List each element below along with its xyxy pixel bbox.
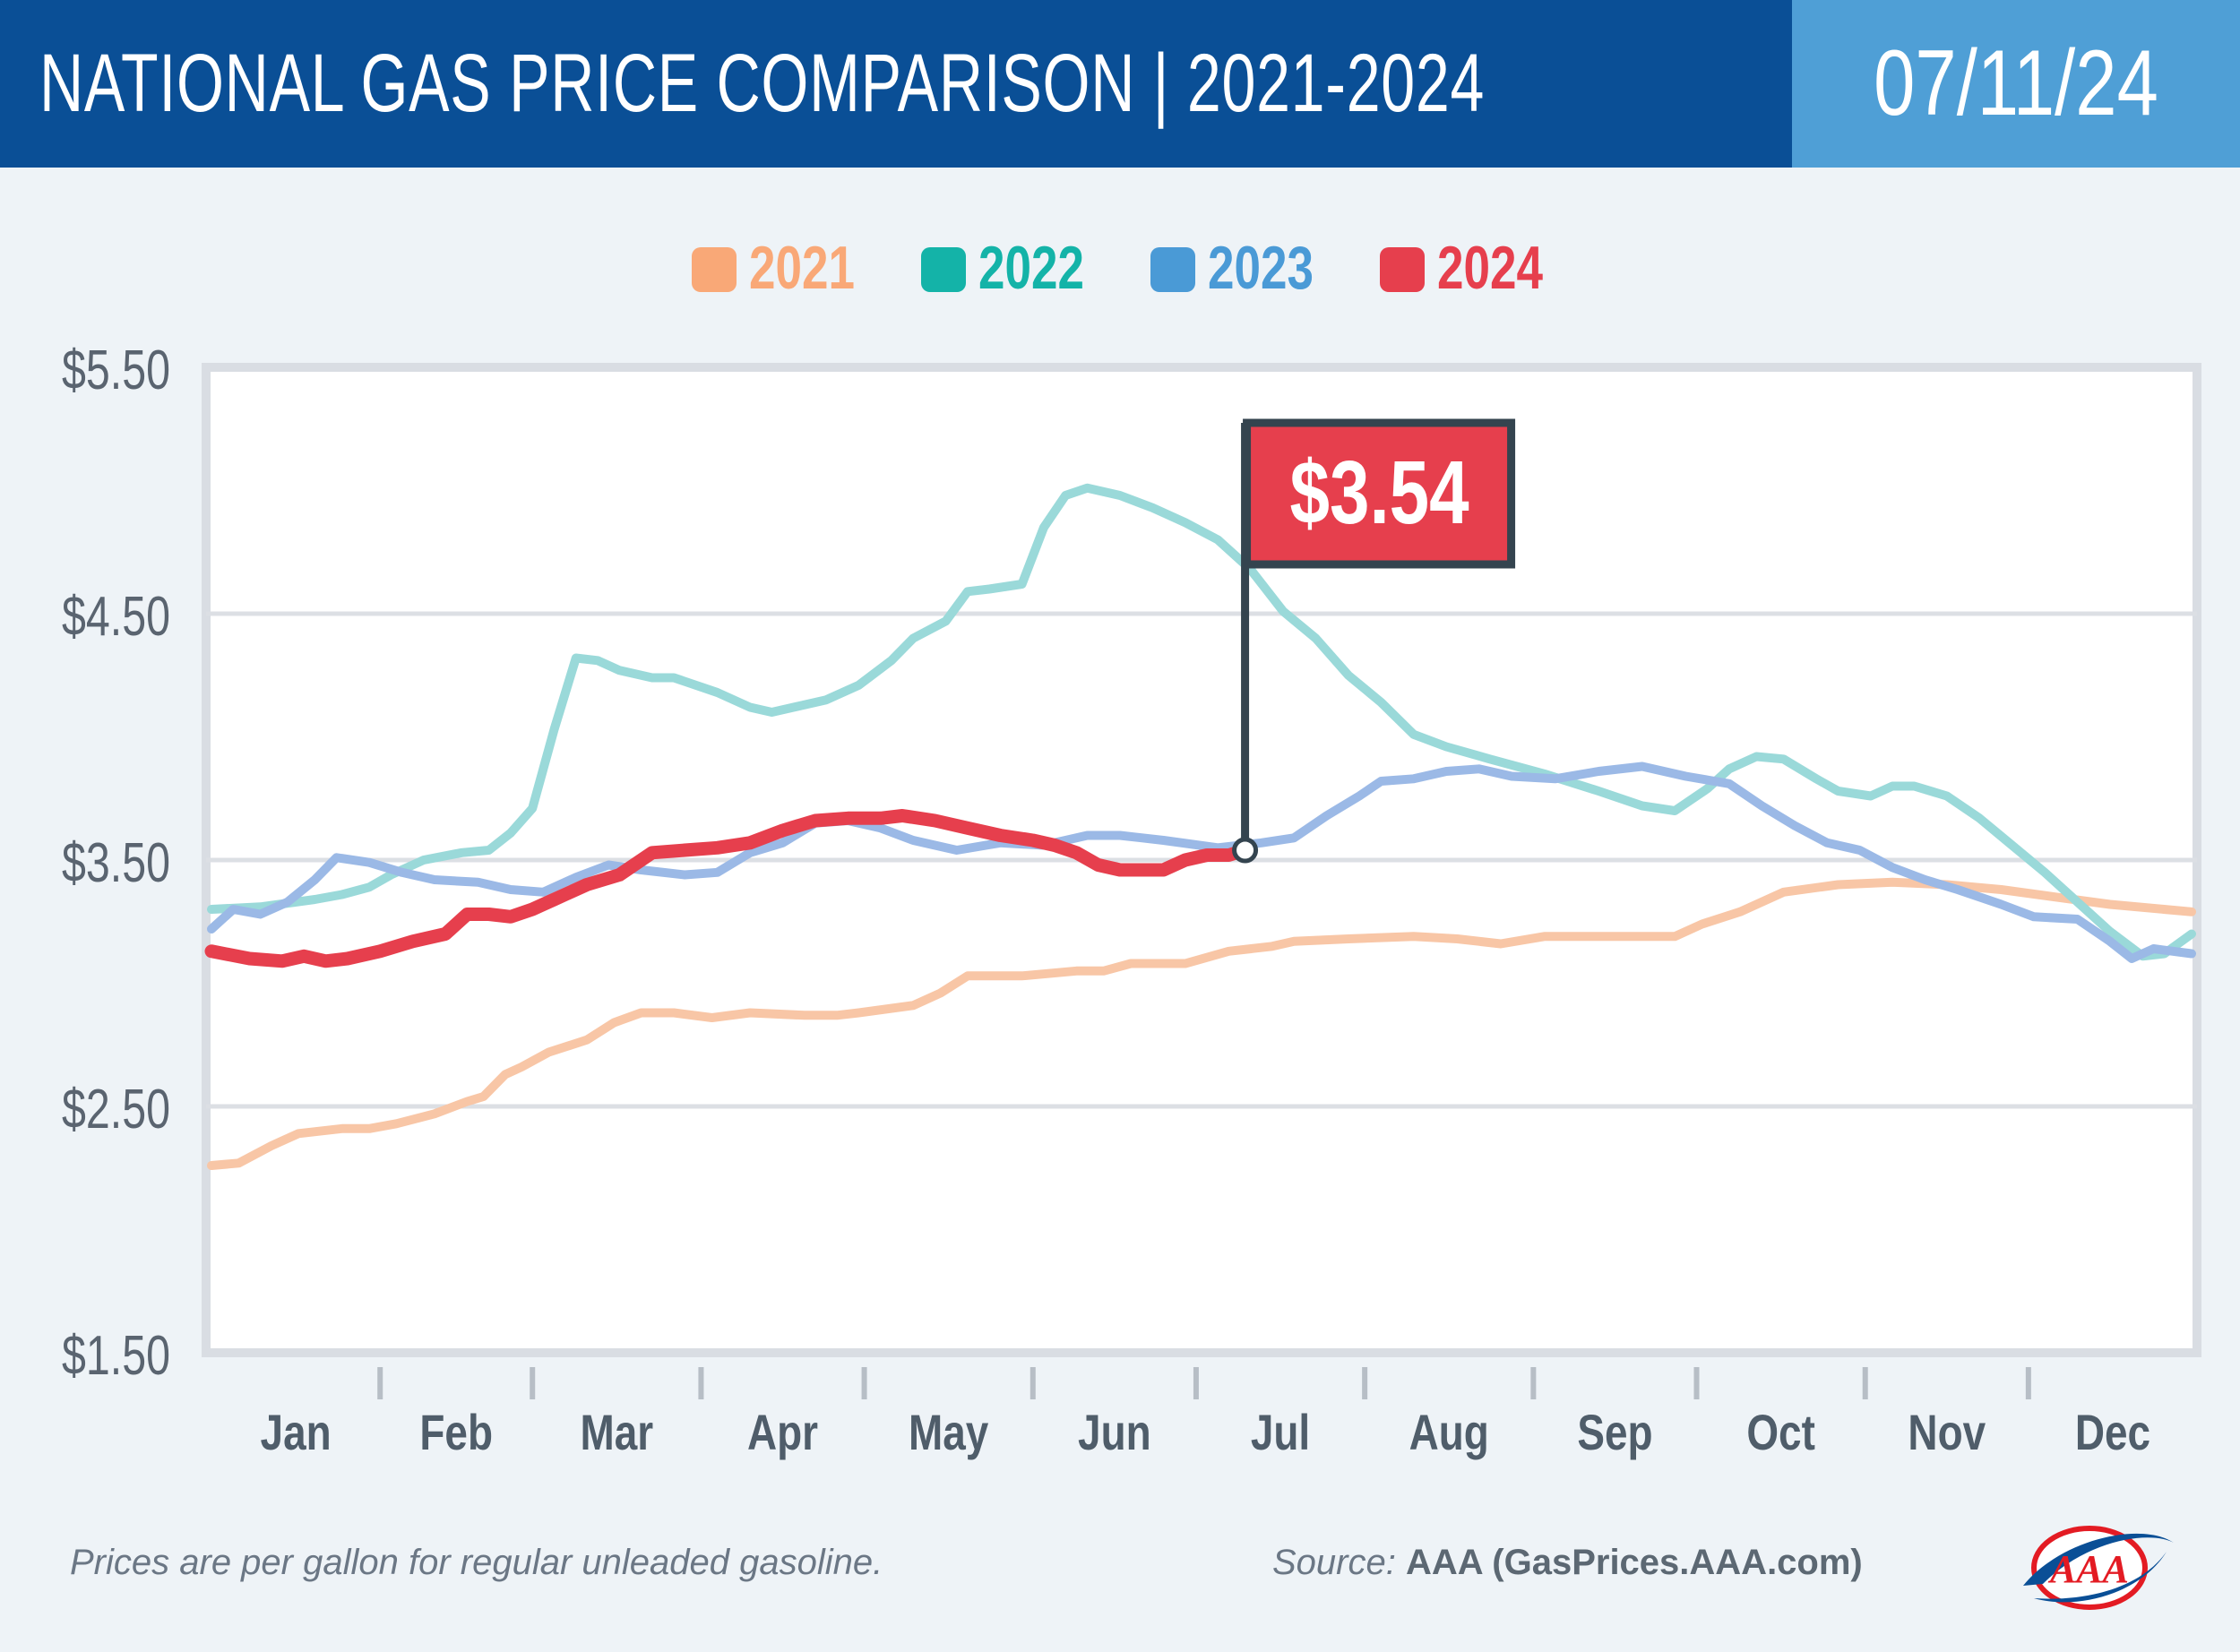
- month-label: Jan: [261, 1405, 332, 1460]
- legend-swatch-2023: [1150, 247, 1195, 292]
- y-tick-label: $5.50: [62, 339, 170, 400]
- month-label: Mar: [581, 1405, 654, 1460]
- y-tick-label: $4.50: [62, 585, 170, 647]
- source-label: Source:: [1272, 1543, 1396, 1582]
- legend-label-2023: 2023: [1208, 234, 1314, 302]
- legend-label-2024: 2024: [1437, 234, 1543, 302]
- legend-swatch-2024: [1380, 247, 1425, 292]
- month-label: Aug: [1409, 1405, 1489, 1460]
- legend-label-2022: 2022: [978, 234, 1084, 302]
- current-price-marker: [1232, 837, 1259, 864]
- aaa-logo: AAA: [2023, 1526, 2174, 1610]
- series-line-2024: [204, 809, 1253, 968]
- month-label: Apr: [747, 1405, 818, 1460]
- date-label: 07/11/24: [1874, 31, 2158, 135]
- month-label: Feb: [419, 1405, 493, 1460]
- source-credit: Source: AAA (GasPrices.AAA.com): [1272, 1543, 1863, 1583]
- page-title: NATIONAL GAS PRICE COMPARISON | 2021-202…: [39, 38, 1486, 129]
- source-value: AAA (GasPrices.AAA.com): [1405, 1543, 1863, 1582]
- logo-text: AAA: [2047, 1547, 2129, 1591]
- month-label: Nov: [1908, 1405, 1986, 1460]
- series-line-2022: [207, 483, 2196, 961]
- month-label: Jul: [1251, 1405, 1310, 1460]
- month-label: Dec: [2075, 1405, 2150, 1460]
- month-label: May: [909, 1405, 989, 1460]
- series-line-2023: [207, 761, 2196, 963]
- header-bar: [0, 0, 1792, 168]
- legend-swatch-2021: [692, 247, 737, 292]
- footnote: Prices are per gallon for regular unlead…: [70, 1543, 883, 1582]
- series-line-2021: [207, 877, 2196, 1170]
- y-tick-label: $3.50: [62, 831, 170, 893]
- price-flag: [1243, 418, 1516, 569]
- y-tick-label: $2.50: [62, 1078, 170, 1140]
- month-label: Oct: [1746, 1405, 1815, 1460]
- legend-swatch-2022: [921, 247, 966, 292]
- month-label: Sep: [1577, 1405, 1652, 1460]
- y-tick-label: $1.50: [62, 1324, 170, 1386]
- price-flag-label: $3.54: [1289, 443, 1469, 544]
- date-badge: [1792, 0, 2240, 168]
- month-label: Jun: [1078, 1405, 1151, 1460]
- legend-label-2021: 2021: [749, 234, 855, 302]
